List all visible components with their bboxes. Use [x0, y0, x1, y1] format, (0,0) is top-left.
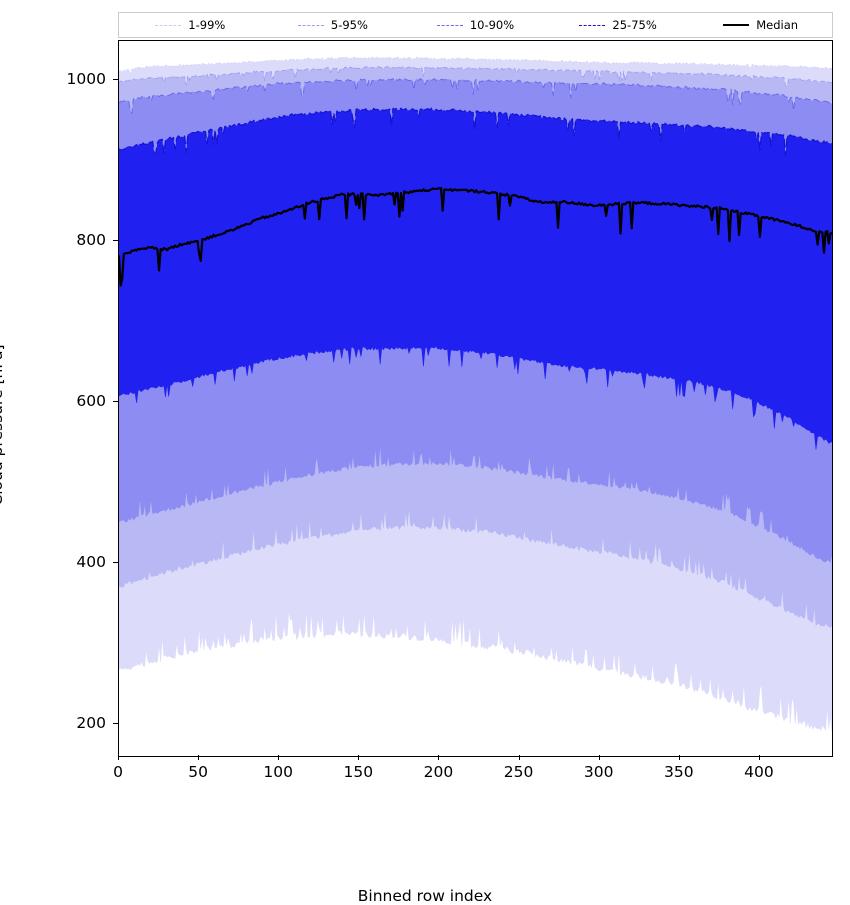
y-tick: [113, 722, 118, 724]
legend-item-25-75[interactable]: 25-75%: [547, 18, 690, 32]
edge-p95: [119, 506, 832, 628]
legend-item-1-99[interactable]: 1-99%: [119, 18, 262, 32]
x-tick-label: 400: [744, 763, 774, 781]
y-tick-label: 600: [76, 391, 106, 410]
x-tick-label: 150: [343, 763, 374, 781]
median-line: [119, 187, 832, 287]
x-tick: [118, 755, 119, 760]
plot-area: [118, 40, 833, 757]
edge-p90: [119, 443, 832, 563]
legend-item-10-90[interactable]: 10-90%: [404, 18, 547, 32]
x-tick: [198, 755, 200, 760]
x-tick: [358, 755, 360, 760]
x-tick: [678, 755, 680, 760]
legend-label: 5-95%: [330, 18, 368, 32]
legend-item-median[interactable]: Median: [689, 18, 832, 32]
chart-svg: [119, 56, 832, 732]
legend-label: Median: [756, 18, 799, 32]
x-tick-label: 350: [663, 763, 694, 781]
y-tick-label: 400: [76, 552, 106, 571]
legend-swatch-icon: [723, 24, 750, 26]
x-tick-label: 200: [423, 763, 454, 781]
y-tick: [113, 561, 118, 563]
chart-legend: 1-99% 5-95% 10-90% 25-75% Median: [118, 12, 833, 38]
x-tick-label: 100: [263, 763, 294, 781]
x-tick: [758, 755, 760, 760]
legend-swatch-icon: [155, 24, 182, 26]
x-tick-label: 250: [503, 763, 534, 781]
y-tick-label: 200: [76, 713, 106, 732]
edge-p75: [119, 346, 832, 450]
x-tick: [438, 755, 440, 760]
legend-item-5-95[interactable]: 5-95%: [262, 18, 405, 32]
y-tick: [113, 78, 118, 80]
x-tick: [278, 755, 280, 760]
edge-p25: [119, 107, 832, 157]
y-tick-label: 1000: [66, 69, 106, 88]
legend-swatch-icon: [436, 24, 463, 26]
legend-swatch-icon: [579, 24, 606, 26]
legend-label: 25-75%: [612, 18, 657, 32]
edge-p5: [119, 66, 832, 87]
y-tick: [113, 400, 118, 402]
figure: 1-99% 5-95% 10-90% 25-75% Median Cloud press…: [0, 12, 833, 905]
x-tick-label: 300: [583, 763, 614, 781]
band-fill-25-75: [119, 108, 832, 450]
x-tick: [598, 755, 600, 760]
edge-p10: [119, 77, 832, 115]
y-tick-label: 800: [76, 230, 106, 249]
y-tick: [113, 239, 118, 241]
legend-swatch-icon: [297, 24, 324, 26]
x-tick-label: 50: [188, 763, 208, 781]
y-axis-label: Cloud pressure [hPa]: [0, 344, 6, 506]
legend-label: 1-99%: [188, 18, 226, 32]
legend-label: 10-90%: [469, 18, 515, 32]
x-axis-label: Binned row index: [357, 887, 493, 905]
x-tick-label: 0: [113, 763, 123, 781]
edge-p99: [119, 608, 832, 732]
x-tick: [518, 755, 520, 760]
